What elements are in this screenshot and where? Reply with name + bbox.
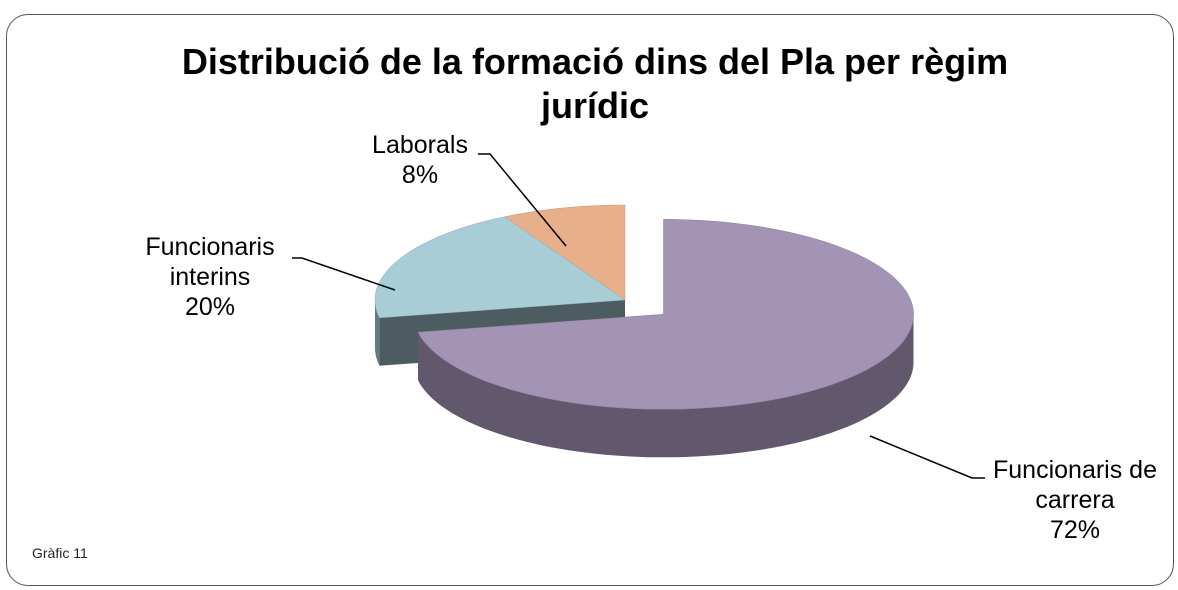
label-name: Funcionaris de carrera bbox=[993, 456, 1157, 514]
chart-frame bbox=[6, 14, 1174, 586]
slice bbox=[374, 216, 626, 319]
leader-lines bbox=[292, 153, 985, 479]
label-value: 72% bbox=[1049, 516, 1101, 544]
slice-wall bbox=[375, 300, 380, 366]
slice bbox=[503, 204, 626, 301]
label-value: 20% bbox=[184, 293, 236, 321]
pie bbox=[374, 204, 914, 458]
leader-line bbox=[478, 153, 567, 247]
data-label: Funcionaris de carrera 72% bbox=[980, 455, 1170, 545]
label-name: Funcionaris interins bbox=[145, 233, 275, 291]
slice-wall bbox=[418, 314, 914, 458]
label-value: 8% bbox=[401, 161, 439, 189]
annotation: Gràfic 11 bbox=[32, 545, 88, 561]
slice bbox=[417, 219, 914, 410]
data-label: Laborals 8% bbox=[350, 130, 490, 190]
data-label: Funcionaris interins 20% bbox=[130, 232, 290, 322]
chart-title: Distribució de la formació dins del Pla … bbox=[181, 41, 1009, 126]
leader-line bbox=[292, 257, 396, 291]
leader-line bbox=[869, 435, 985, 479]
label-name: Laborals bbox=[372, 131, 468, 159]
